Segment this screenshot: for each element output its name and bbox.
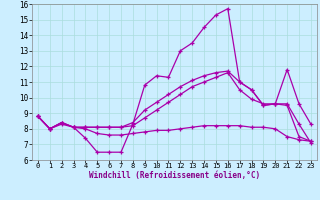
X-axis label: Windchill (Refroidissement éolien,°C): Windchill (Refroidissement éolien,°C) [89, 171, 260, 180]
